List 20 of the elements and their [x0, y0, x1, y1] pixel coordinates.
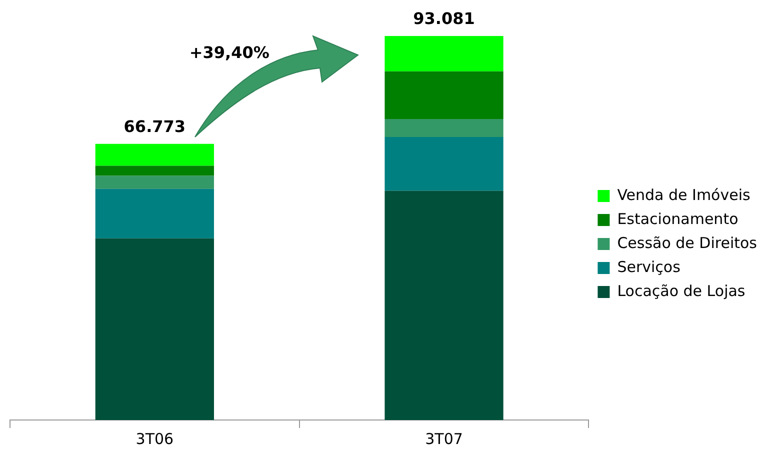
bar [95, 144, 214, 166]
bar [95, 176, 214, 189]
legend-label: Locação de Lojas [617, 282, 746, 300]
bar [384, 71, 504, 119]
bar [95, 166, 214, 176]
bar [95, 188, 214, 238]
x-tick-label: 3T06 [136, 430, 174, 448]
x-tick-label: 3T07 [425, 430, 463, 448]
bar [384, 190, 504, 420]
legend-label: Venda de Imóveis [617, 186, 751, 204]
bar [384, 36, 504, 72]
bar [95, 238, 214, 420]
legend-label: Serviços [617, 258, 681, 276]
annotation: 93.081 [413, 9, 475, 28]
bar [384, 118, 504, 137]
annotation: 66.773 [124, 117, 186, 136]
annotation: +39,40% [189, 43, 270, 62]
legend-label: Estacionamento [617, 210, 738, 228]
legend-label: Cessão de Direitos [617, 234, 758, 252]
bar [384, 136, 504, 191]
